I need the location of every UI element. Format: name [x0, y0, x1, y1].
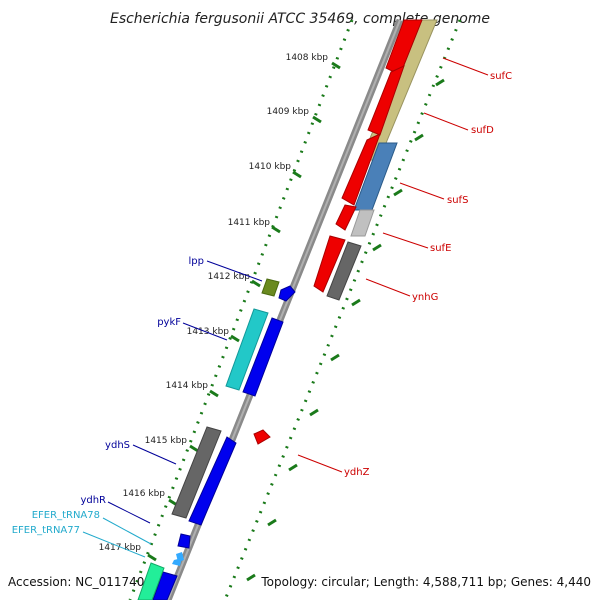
trna-leaders	[82, 517, 152, 558]
gene-sufE	[335, 204, 357, 231]
label-ydhS: ydhS	[105, 440, 130, 451]
ruler-outer-ticks	[246, 78, 445, 582]
gene-blue-ydhR-region	[188, 436, 237, 526]
accession-text: Accession: NC_011740	[8, 575, 144, 589]
label-trna77: EFER_tRNA77	[12, 525, 80, 536]
trna-labels: EFER_tRNA78 EFER_tRNA77	[12, 510, 100, 536]
gene-ydhZ	[253, 429, 271, 445]
gene-ydhR	[177, 533, 191, 549]
outer-strand-genes	[253, 19, 438, 445]
label-trna78: EFER_tRNA78	[32, 510, 100, 521]
label-ynhG: ynhG	[412, 292, 438, 303]
left-labels: lpp pykF ydhS ydhR	[80, 256, 204, 506]
ruler-label-1410: 1410 kbp	[249, 162, 292, 172]
label-ydhR: ydhR	[80, 495, 106, 506]
inner-strand-genes	[137, 278, 296, 600]
ruler-label-1415: 1415 kbp	[145, 436, 188, 446]
right-leaders	[297, 57, 489, 473]
ruler-label-1411: 1411 kbp	[228, 218, 271, 228]
trna-77-mark	[172, 558, 182, 566]
gene-ydhS	[171, 426, 222, 519]
ruler-label-1412: 1412 kbp	[208, 272, 251, 282]
topology-text: Topology: circular; Length: 4,588,711 bp…	[260, 575, 591, 589]
label-sufD: sufD	[471, 125, 494, 136]
map-title: Escherichia fergusonii ATCC 35469, compl…	[110, 11, 490, 27]
ruler-label-1414: 1414 kbp	[166, 381, 209, 391]
scale-track-inner	[128, 19, 354, 600]
label-sufE: sufE	[430, 243, 451, 254]
label-lpp: lpp	[189, 256, 204, 267]
gene-ynhG	[326, 241, 362, 301]
gene-light-grey	[350, 209, 375, 237]
gene-sufS	[341, 133, 381, 206]
gene-pykF	[225, 308, 269, 391]
gene-blue-small	[278, 285, 296, 302]
ruler-label-1409: 1409 kbp	[267, 107, 310, 117]
gene-blue-pykF	[242, 317, 284, 397]
ruler-label-1413: 1413 kbp	[187, 327, 230, 337]
ruler-label-1408: 1408 kbp	[286, 53, 329, 63]
gene-red-ynhG-region	[313, 235, 346, 293]
scale-track-outer	[223, 19, 462, 600]
ruler-labels: 1408 kbp 1409 kbp 1410 kbp 1411 kbp 1412…	[99, 53, 329, 553]
gene-blue-bottom	[152, 571, 178, 600]
label-pykF: pykF	[157, 317, 181, 328]
gene-mint-bottom	[137, 562, 165, 600]
ruler-major-ticks	[147, 61, 341, 562]
label-sufC: sufC	[490, 71, 512, 82]
label-sufS: sufS	[447, 195, 468, 206]
left-leaders	[107, 260, 263, 524]
label-ydhZ: ydhZ	[344, 467, 370, 478]
gene-lpp	[261, 278, 280, 297]
ruler-label-1416: 1416 kbp	[123, 489, 166, 499]
ruler-label-1417: 1417 kbp	[99, 543, 142, 553]
right-labels: sufC sufD sufS sufE ynhG ydhZ	[344, 71, 512, 478]
